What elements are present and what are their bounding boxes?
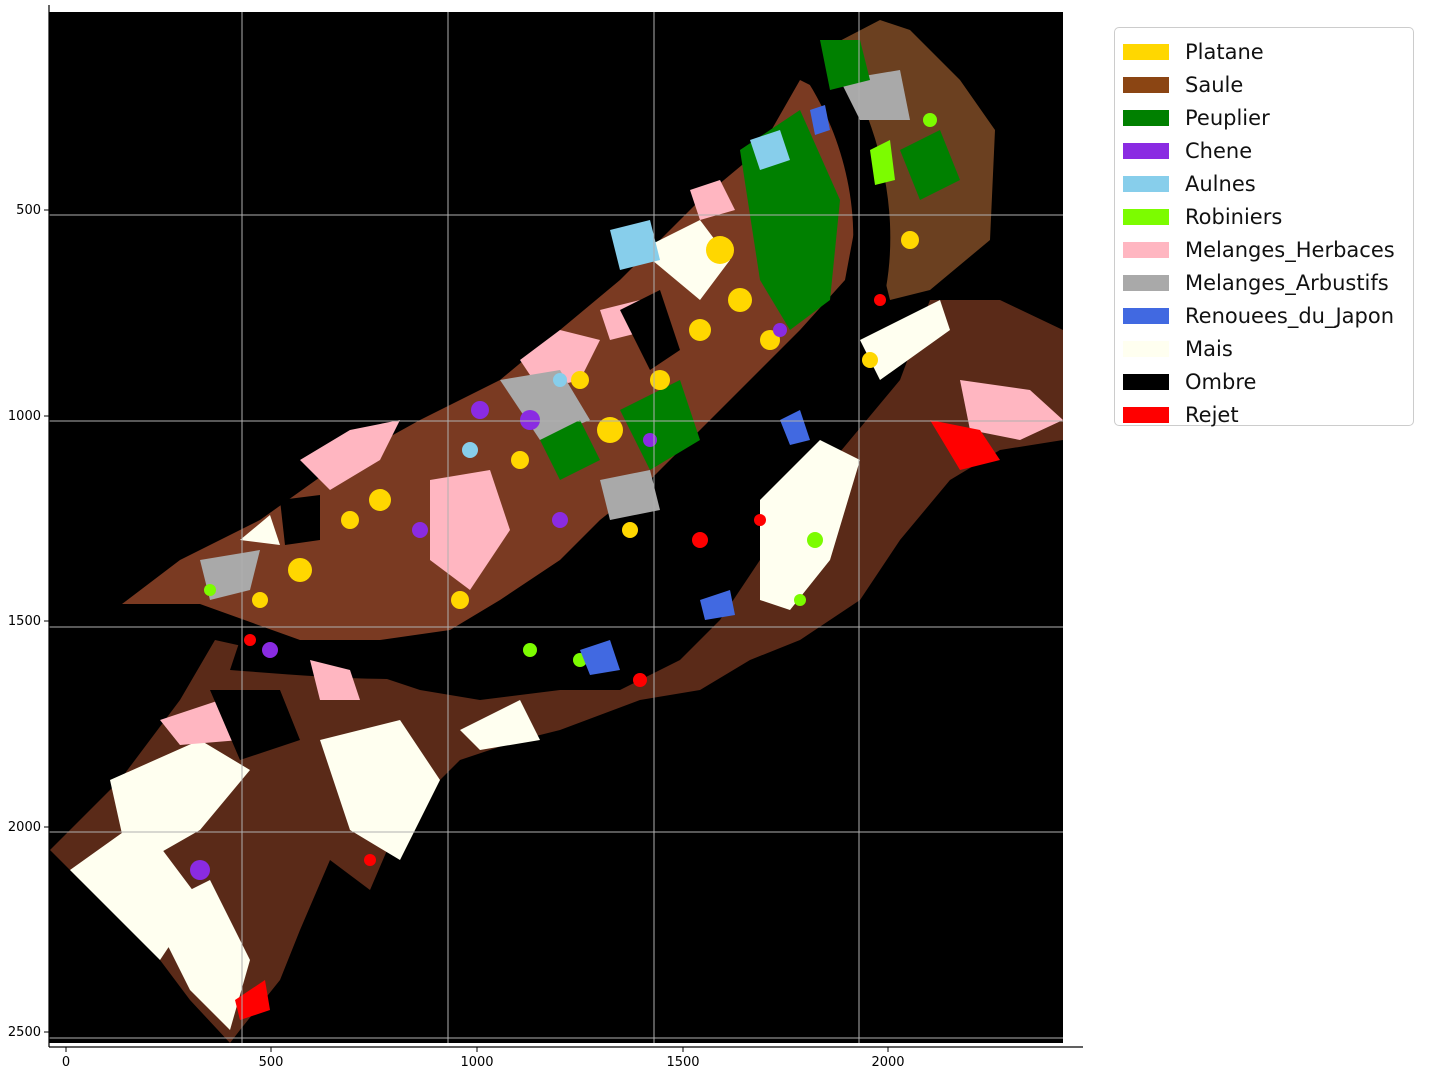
y-tick-label: 1500 — [8, 614, 41, 629]
legend-swatch — [1123, 76, 1169, 93]
legend-item-renouees-du-japon: Renouees_du_Japon — [1123, 299, 1405, 332]
aulnes-patches — [462, 130, 790, 458]
legend-swatch — [1123, 142, 1169, 159]
legend-swatch — [1123, 274, 1169, 291]
shrub-patches — [200, 70, 910, 600]
legend-label: Aulnes — [1185, 171, 1256, 196]
x-tick-label: 500 — [259, 1055, 284, 1070]
legend-label: Platane — [1185, 39, 1264, 64]
legend-swatch — [1123, 43, 1169, 60]
x-tick-label: 0 — [62, 1055, 70, 1070]
vegetation-area — [50, 20, 1063, 1043]
legend-swatch — [1123, 208, 1169, 225]
legend-swatch — [1123, 340, 1169, 357]
legend-item-saule: Saule — [1123, 68, 1405, 101]
legend-label: Melanges_Herbaces — [1185, 237, 1395, 262]
y-tick-label: 1000 — [8, 409, 41, 424]
legend-swatch — [1123, 109, 1169, 126]
legend-item-mais: Mais — [1123, 332, 1405, 365]
legend-item-rejet: Rejet — [1123, 398, 1405, 431]
cropland-patches — [70, 220, 950, 1030]
legend-swatch — [1123, 241, 1169, 258]
legend: Platane Saule Peuplier Chene Aulnes Robi… — [1114, 27, 1414, 427]
legend-item-platane: Platane — [1123, 35, 1405, 68]
legend-swatch — [1123, 406, 1169, 423]
legend-item-robiniers: Robiniers — [1123, 200, 1405, 233]
x-tick-labels: 0 500 1000 1500 2000 — [62, 1055, 905, 1070]
x-tick-label: 2000 — [871, 1055, 904, 1070]
oak-patches — [190, 323, 787, 880]
renouees-patches — [580, 105, 830, 675]
legend-item-peuplier: Peuplier — [1123, 101, 1405, 134]
robinier-patches — [204, 113, 937, 667]
legend-item-melanges-herbaces: Melanges_Herbaces — [1123, 233, 1405, 266]
legend-swatch — [1123, 175, 1169, 192]
y-tick-label: 2500 — [8, 1025, 41, 1040]
legend-label: Rejet — [1185, 402, 1239, 427]
legend-label: Robiniers — [1185, 204, 1283, 229]
legend-item-ombre: Ombre — [1123, 365, 1405, 398]
legend-label: Ombre — [1185, 369, 1257, 394]
y-tick-label: 2000 — [8, 820, 41, 835]
legend-item-chene: Chene — [1123, 134, 1405, 167]
classification-map: 0 500 1000 1500 2000 500 1000 1500 2000 … — [8, 5, 1083, 1070]
legend-label: Peuplier — [1185, 105, 1270, 130]
y-ticks — [44, 209, 49, 1033]
legend-label: Mais — [1185, 336, 1233, 361]
y-tick-label: 500 — [16, 203, 41, 218]
legend-label: Renouees_du_Japon — [1185, 303, 1395, 328]
legend-label: Melanges_Arbustifs — [1185, 270, 1389, 295]
x-tick-label: 1500 — [666, 1055, 699, 1070]
river — [230, 60, 891, 679]
platane-patches — [252, 231, 919, 609]
legend-item-aulnes: Aulnes — [1123, 167, 1405, 200]
legend-swatch — [1123, 373, 1169, 390]
y-tick-labels: 500 1000 1500 2000 2500 — [8, 203, 41, 1040]
gridlines — [49, 12, 1063, 1043]
legend-label: Saule — [1185, 72, 1244, 97]
land-parcel-south — [50, 300, 1063, 1043]
poplar-patches — [540, 40, 960, 480]
x-tick-label: 1000 — [460, 1055, 493, 1070]
legend-swatch — [1123, 307, 1169, 324]
x-ticks — [65, 1047, 889, 1052]
rejet-patches — [235, 294, 1000, 1020]
legend-label: Chene — [1185, 138, 1253, 163]
legend-item-melanges-arbustifs: Melanges_Arbustifs — [1123, 266, 1405, 299]
shadow-patches — [210, 290, 680, 760]
